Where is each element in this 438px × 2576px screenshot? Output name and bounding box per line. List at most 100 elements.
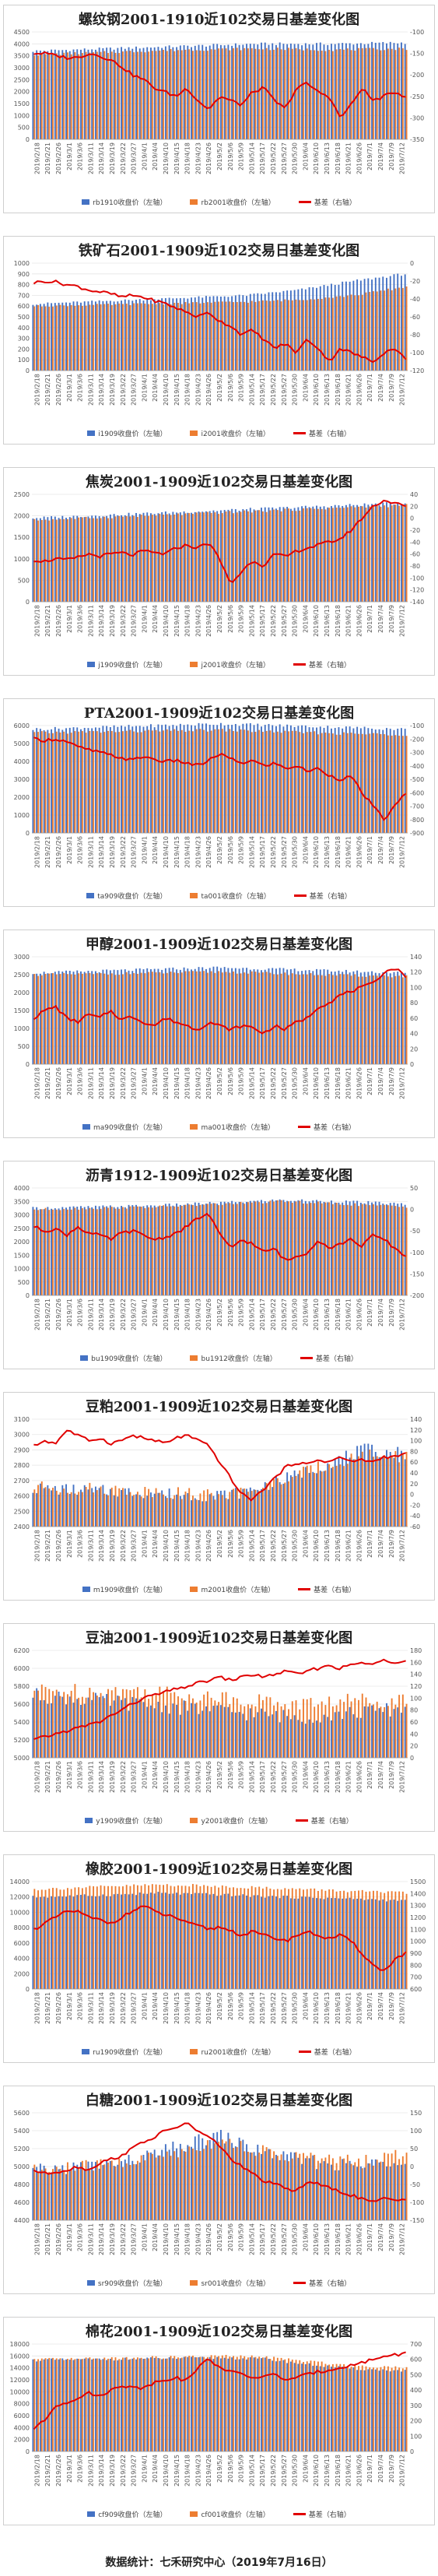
near-contract-bar bbox=[83, 2169, 86, 2220]
near-contract-bar bbox=[172, 2142, 174, 2220]
near-contract-bar bbox=[404, 1204, 406, 1295]
far-contract-bar bbox=[405, 50, 408, 139]
x-axis-tick: 2019/3/6 bbox=[77, 605, 84, 633]
legend-item: 基差（右轴） bbox=[298, 197, 356, 207]
near-contract-bar bbox=[91, 1207, 93, 1295]
far-contract-bar bbox=[365, 1697, 367, 1758]
near-contract-bar bbox=[319, 1471, 321, 1527]
left-axis-tick: 10000 bbox=[10, 2388, 30, 2395]
x-axis-tick: 2019/6/18 bbox=[335, 2455, 342, 2486]
far-contract-bar bbox=[306, 300, 308, 371]
near-contract-bar bbox=[374, 1201, 377, 1295]
x-axis-tick: 2019/6/4 bbox=[302, 605, 309, 633]
x-axis-tick: 2019/4/15 bbox=[173, 605, 180, 637]
near-contract-bar bbox=[98, 1697, 100, 1758]
near-contract-bar bbox=[219, 2358, 222, 2451]
legend-item: 基差（右轴） bbox=[293, 2509, 351, 2519]
far-contract-bar bbox=[114, 52, 117, 139]
near-contract-bar bbox=[72, 972, 75, 1064]
far-contract-bar bbox=[303, 733, 304, 833]
far-contract-bar bbox=[394, 2149, 397, 2220]
left-axis-tick: 2700 bbox=[14, 1478, 30, 1485]
far-contract-bar bbox=[276, 1200, 279, 1295]
left-axis-tick: 4000 bbox=[14, 2424, 30, 2431]
legend-item: 基差（右轴） bbox=[293, 659, 351, 669]
far-contract-bar bbox=[358, 2366, 359, 2451]
far-contract-bar bbox=[229, 1203, 231, 1295]
near-contract-bar bbox=[161, 1490, 163, 1527]
far-contract-bar bbox=[59, 2168, 61, 2220]
far-contract-bar bbox=[206, 1691, 208, 1758]
near-contract-bar bbox=[345, 43, 347, 139]
near-contract-bar bbox=[401, 504, 402, 602]
near-contract-bar bbox=[261, 2153, 262, 2220]
x-axis-tick: 2019/3/19 bbox=[109, 1761, 116, 1793]
near-contract-bar bbox=[293, 508, 296, 602]
near-contract-bar bbox=[161, 1206, 163, 1295]
near-contract-bar bbox=[65, 728, 67, 833]
far-contract-bar bbox=[276, 2357, 279, 2451]
far-contract-bar bbox=[380, 2367, 382, 2451]
near-contract-bar bbox=[138, 48, 141, 139]
x-axis-tick: 2019/2/26 bbox=[55, 836, 62, 868]
near-contract-bar bbox=[323, 1471, 325, 1527]
chart-legend: m1909收盘价（左轴） m2001收盘价（左轴） 基差（右轴） bbox=[4, 1584, 434, 1594]
far-contract-bar bbox=[122, 516, 124, 602]
legend-swatch bbox=[190, 2511, 198, 2517]
legend-swatch bbox=[190, 1818, 198, 1823]
near-contract-bar bbox=[187, 512, 189, 602]
far-contract-bar bbox=[240, 301, 242, 371]
legend-swatch bbox=[190, 431, 198, 436]
near-contract-bar bbox=[264, 969, 266, 1064]
far-contract-bar bbox=[78, 305, 80, 371]
far-contract-bar bbox=[151, 1497, 153, 1527]
near-contract-bar bbox=[264, 725, 266, 833]
far-contract-bar bbox=[280, 1200, 282, 1295]
far-contract-bar bbox=[218, 1702, 220, 1758]
near-contract-bar bbox=[227, 44, 230, 139]
far-contract-bar bbox=[78, 2168, 80, 2220]
x-axis-tick: 2019/5/6 bbox=[227, 605, 234, 633]
far-contract-bar bbox=[373, 1204, 374, 1295]
near-contract-bar bbox=[138, 2358, 141, 2451]
far-contract-bar bbox=[151, 1695, 153, 1758]
near-contract-bar bbox=[363, 1443, 366, 1527]
far-contract-bar bbox=[195, 1205, 198, 1295]
far-contract-bar bbox=[251, 1704, 253, 1758]
far-contract-bar bbox=[37, 55, 39, 139]
far-contract-bar bbox=[376, 2160, 378, 2220]
near-contract-bar bbox=[342, 972, 344, 1064]
near-contract-bar bbox=[319, 2366, 321, 2451]
x-axis-tick: 2019/7/4 bbox=[377, 836, 384, 864]
near-contract-bar bbox=[242, 1713, 244, 1758]
x-axis-tick: 2019/7/9 bbox=[388, 1299, 395, 1327]
far-contract-bar bbox=[78, 54, 80, 139]
far-contract-bar bbox=[369, 47, 371, 139]
x-axis-tick: 2019/6/21 bbox=[345, 836, 352, 868]
x-axis-tick: 2019/7/9 bbox=[388, 1992, 395, 2020]
far-contract-bar bbox=[170, 972, 172, 1064]
x-axis-tick: 2019/4/26 bbox=[205, 1067, 212, 1099]
near-contract-bar bbox=[272, 1714, 274, 1758]
left-axis-tick: 2000 bbox=[14, 2437, 30, 2444]
near-contract-bar bbox=[150, 2153, 152, 2220]
far-contract-bar bbox=[195, 2150, 198, 2220]
basis-line bbox=[33, 1429, 406, 1502]
far-contract-bar bbox=[93, 1886, 95, 1989]
near-contract-bar bbox=[371, 729, 373, 833]
basis-line bbox=[33, 1212, 407, 1261]
far-contract-bar bbox=[299, 1709, 301, 1758]
right-axis-tick: -80 bbox=[410, 332, 420, 339]
far-contract-bar bbox=[144, 973, 146, 1064]
far-contract-bar bbox=[387, 2366, 389, 2451]
near-contract-bar bbox=[205, 1204, 207, 1295]
x-axis-tick: 2019/4/4 bbox=[152, 1992, 159, 2020]
far-contract-bar bbox=[369, 291, 371, 371]
far-contract-bar bbox=[151, 2356, 153, 2451]
x-axis-tick: 2019/3/14 bbox=[98, 374, 105, 406]
near-contract-bar bbox=[83, 1894, 86, 1989]
near-contract-bar bbox=[124, 1698, 126, 1758]
far-contract-bar bbox=[85, 973, 87, 1064]
far-contract-bar bbox=[391, 1455, 393, 1527]
right-axis-tick: -150 bbox=[410, 2217, 424, 2224]
